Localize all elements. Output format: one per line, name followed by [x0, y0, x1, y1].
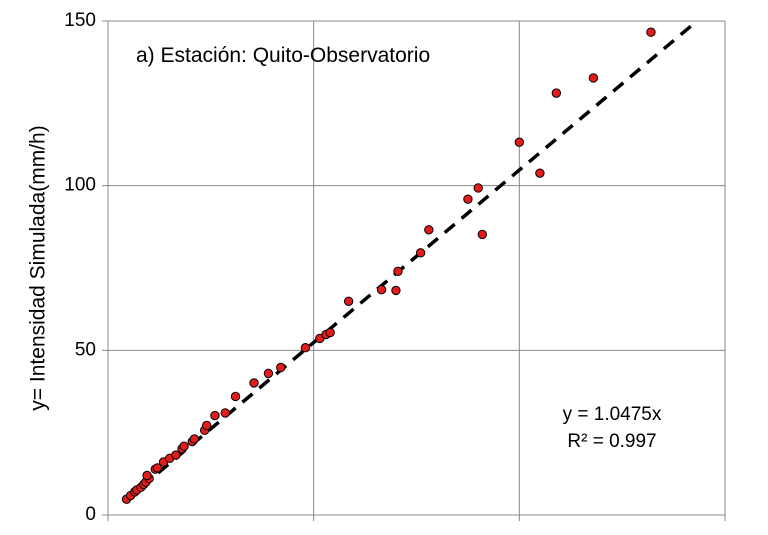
y-tick-label: 50 [75, 339, 96, 360]
data-point [477, 229, 488, 240]
data-point [220, 408, 230, 418]
horizontal-gridlines [108, 20, 725, 351]
y-tick-label: 100 [64, 175, 96, 196]
data-point [393, 266, 403, 276]
data-point [189, 434, 200, 444]
y-tick-label: 0 [85, 504, 96, 525]
data-point [325, 327, 335, 338]
data-point [646, 27, 656, 37]
data-point [230, 391, 241, 402]
data-point [415, 248, 426, 258]
data-point [249, 378, 259, 388]
data-point [202, 420, 212, 431]
y-axis-label: y= Intensidad Simulada(mm/h) [27, 125, 50, 410]
data-point [391, 285, 401, 296]
data-point [142, 470, 152, 481]
trend-equation: y = 1.0475x [563, 404, 662, 425]
trendline [123, 19, 699, 503]
data-point [263, 368, 274, 379]
plot-area [108, 21, 725, 515]
data-points [121, 27, 656, 504]
y-tick-labels: 0 50 100 150 [64, 10, 726, 525]
data-point [463, 194, 473, 204]
data-point [343, 296, 354, 306]
data-point [300, 342, 311, 353]
data-point [424, 225, 434, 235]
data-point [179, 441, 189, 451]
vertical-gridlines [313, 21, 726, 515]
data-point [210, 410, 220, 421]
data-point [171, 450, 181, 460]
chart-title: a) Estación: Quito-Observatorio [136, 44, 430, 67]
data-point [588, 73, 599, 83]
data-point [276, 362, 286, 373]
data-point [514, 137, 525, 147]
data-point [376, 285, 387, 295]
y-tick-label: 150 [64, 10, 96, 31]
data-point [152, 463, 163, 473]
data-point [551, 88, 562, 98]
data-point [535, 168, 545, 178]
data-point [473, 183, 483, 193]
r-squared-label: R² = 0.997 [567, 431, 656, 452]
